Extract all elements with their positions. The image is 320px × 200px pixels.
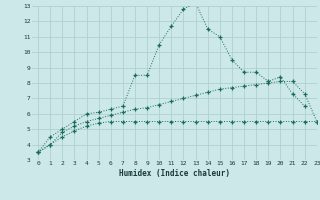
X-axis label: Humidex (Indice chaleur): Humidex (Indice chaleur)	[119, 169, 230, 178]
